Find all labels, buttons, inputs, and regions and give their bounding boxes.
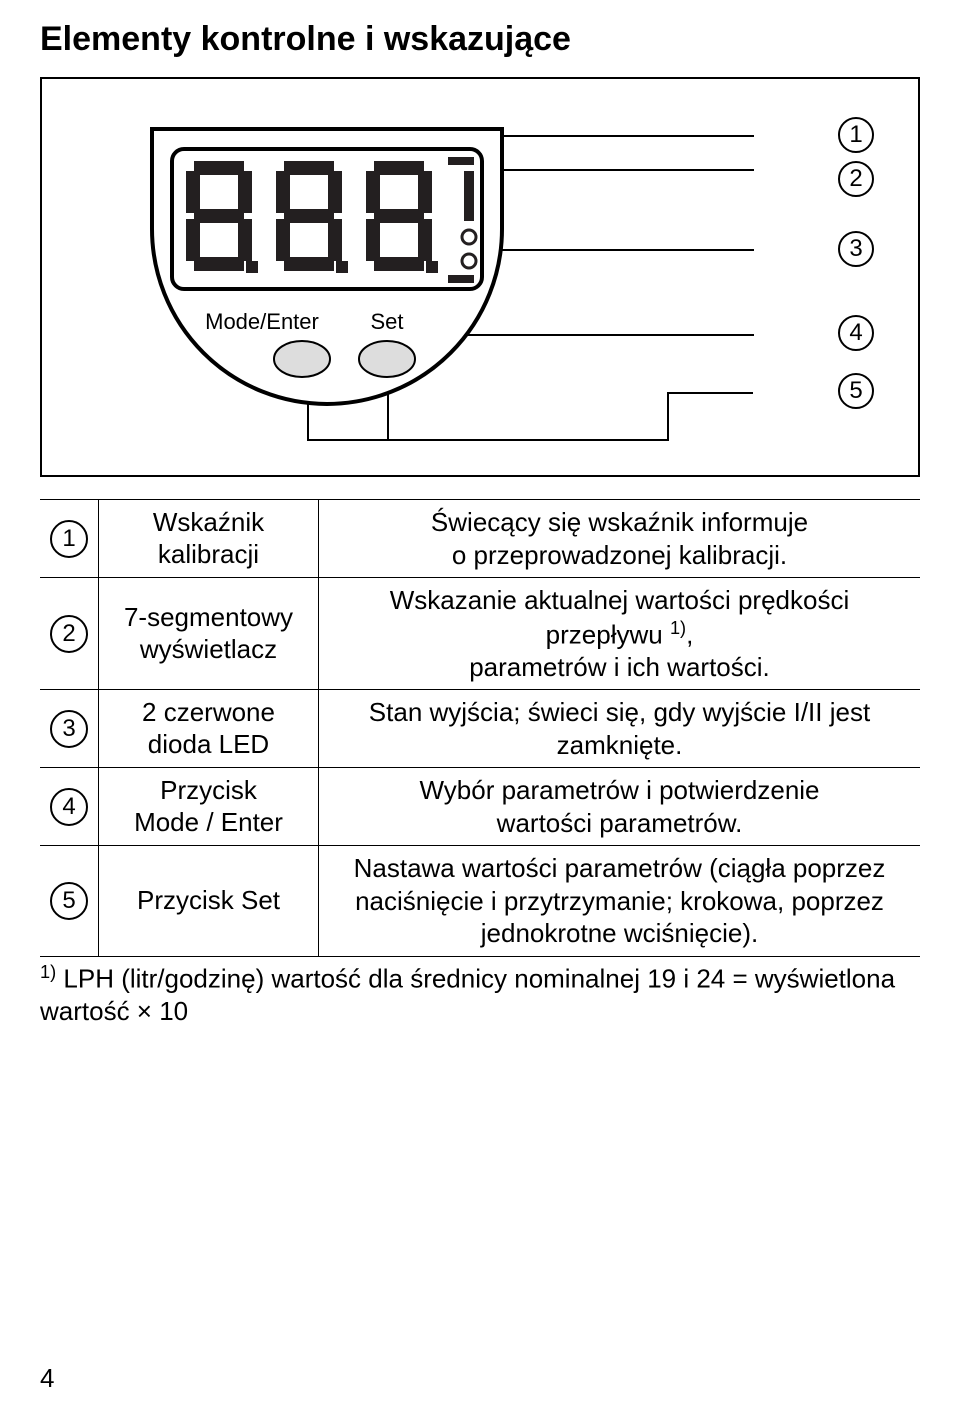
footnote: 1) LPH (litr/godzinę) wartość dla średni… <box>40 961 920 1028</box>
legend-num-1: 1 <box>40 500 99 578</box>
legend-num-4: 4 <box>40 768 99 846</box>
legend-num-5: 5 <box>40 846 99 957</box>
table-row: 5 Przycisk SetNastawa wartości parametrów… <box>40 846 920 957</box>
legend-name-2: 7-segmentowywyświetlacz <box>99 578 319 690</box>
calibration-indicator-icon <box>448 157 474 165</box>
page-heading: Elementy kontrolne i wskazujące <box>40 20 920 59</box>
leader-5e <box>667 392 753 394</box>
legend-num-2: 2 <box>40 578 99 690</box>
callout-2: 2 <box>838 161 874 197</box>
callout-5: 5 <box>838 373 874 409</box>
table-row: 2 7-segmentowywyświetlaczWskazanie aktual… <box>40 578 920 690</box>
legend-name-3: 2 czerwonedioda LED <box>99 690 319 768</box>
legend-name-5: Przycisk Set <box>99 846 319 957</box>
legend-num-3: 3 <box>40 690 99 768</box>
legend-table: 1 WskaźnikkalibracjiŚwiecący się wskaźnik… <box>40 499 920 957</box>
mode-enter-button-icon <box>274 341 330 377</box>
legend-num-circle: 3 <box>50 710 88 748</box>
legend-num-circle: 4 <box>50 788 88 826</box>
legend-desc-4: Wybór parametrów i potwierdzeniewartości… <box>319 768 921 846</box>
set-label-svg: Set <box>370 309 403 334</box>
set-button-icon <box>359 341 415 377</box>
device-svg: Mode/Enter Set <box>142 119 562 449</box>
device-figure: Mode/Enter Set 1 2 3 4 5 <box>40 77 920 477</box>
legend-num-circle: 1 <box>50 520 88 558</box>
device-drawing: Mode/Enter Set <box>142 119 562 449</box>
table-row: 4 PrzyciskMode / EnterWybór parametrów i … <box>40 768 920 846</box>
legend-name-4: PrzyciskMode / Enter <box>99 768 319 846</box>
callout-3: 3 <box>838 231 874 267</box>
legend-desc-5: Nastawa wartości parametrów (ciągła popr… <box>319 846 921 957</box>
table-row: 3 2 czerwonedioda LEDStan wyjścia; świeci… <box>40 690 920 768</box>
legend-desc-3: Stan wyjścia; świeci się, gdy wyjście I/… <box>319 690 921 768</box>
display-indicator-icon <box>464 171 474 221</box>
footnote-marker: 1) <box>40 962 56 982</box>
mode-enter-label-svg: Mode/Enter <box>205 309 319 334</box>
page-number: 4 <box>40 1363 54 1394</box>
legend-name-1: Wskaźnikkalibracji <box>99 500 319 578</box>
legend-desc-2: Wskazanie aktualnej wartości prędkości p… <box>319 578 921 690</box>
legend-desc-1: Świecący się wskaźnik informujeo przepro… <box>319 500 921 578</box>
legend-num-circle: 5 <box>50 882 88 920</box>
callout-4: 4 <box>838 315 874 351</box>
footnote-text: LPH (litr/godzinę) wartość dla średnicy … <box>40 963 895 1026</box>
leader-5d <box>667 392 669 441</box>
callout-1: 1 <box>838 117 874 153</box>
table-row: 1 WskaźnikkalibracjiŚwiecący się wskaźnik… <box>40 500 920 578</box>
legend-num-circle: 2 <box>50 615 88 653</box>
